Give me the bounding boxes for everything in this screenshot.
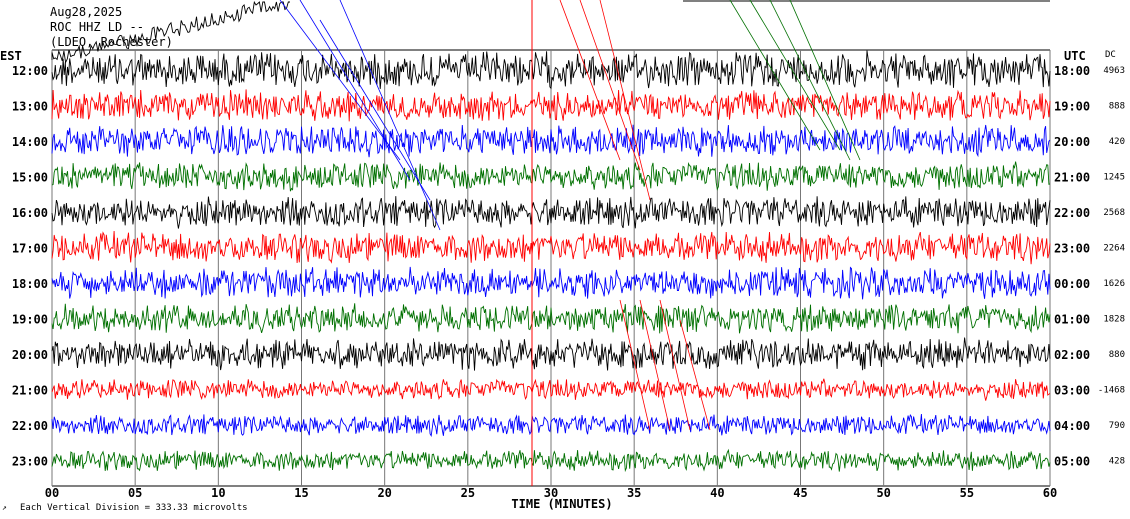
event-line-5 — [579, 0, 641, 171]
utc-hour-2300: 23:00 — [1054, 242, 1090, 256]
est-hour-1200: 12:00 — [12, 64, 48, 78]
est-label: EST — [0, 49, 22, 63]
event-line-13 — [659, 299, 691, 431]
trace-1400 — [51, 124, 1051, 158]
x-tick-20: 20 — [377, 486, 391, 500]
utc-hour-0000: 00:00 — [1054, 277, 1090, 291]
event-line-12 — [639, 299, 671, 431]
est-hour-labels: 12:00 13:00 14:00 15:00 16:00 17:00 18:00 19:00… — [12, 64, 48, 469]
est-hour-1900: 19:00 — [12, 313, 48, 327]
dc-value-5: 2264 — [1103, 244, 1125, 254]
trace-2200 — [51, 413, 1051, 438]
trace-2300 — [51, 448, 1051, 473]
header-location: (LDEO, Rochester) — [50, 35, 173, 49]
dc-value-3: 1245 — [1103, 173, 1125, 183]
x-axis-title: TIME (MINUTES) — [511, 497, 612, 511]
trace-drift — [51, 0, 290, 65]
utc-hour-2000: 20:00 — [1054, 135, 1090, 149]
est-hour-1700: 17:00 — [12, 242, 48, 256]
x-tick-40: 40 — [710, 486, 724, 500]
footer-note: Each Vertical Division = 333.33 microvol… — [20, 503, 248, 513]
event-line-8 — [749, 0, 841, 151]
dc-value-1: 888 — [1109, 102, 1125, 112]
trace-1500 — [51, 161, 1051, 192]
utc-hour-1800: 18:00 — [1054, 64, 1090, 78]
dc-value-10: 790 — [1109, 421, 1125, 431]
traces — [51, 0, 1051, 473]
scale-icon: ↗ — [2, 503, 7, 512]
trace-1800 — [51, 266, 1051, 300]
utc-hour-2100: 21:00 — [1054, 171, 1090, 185]
event-line-11 — [619, 299, 651, 431]
est-hour-1600: 16:00 — [12, 206, 48, 220]
event-line-2 — [319, 19, 431, 201]
x-tick-35: 35 — [627, 486, 641, 500]
trace-1600 — [51, 196, 1051, 229]
x-tick-10: 10 — [211, 486, 225, 500]
est-hour-2100: 21:00 — [12, 384, 48, 398]
trace-2000 — [51, 337, 1051, 371]
est-hour-2300: 23:00 — [12, 455, 48, 469]
dc-value-4: 2568 — [1103, 208, 1125, 218]
x-tick-00: 00 — [45, 486, 59, 500]
dc-offset-labels: 4963 888 420 1245 2568 2264 1626 1828 880 -1468 79… — [1098, 66, 1125, 467]
utc-hour-0200: 02:00 — [1054, 348, 1090, 362]
event-line-0 — [279, 0, 401, 161]
est-hour-1300: 13:00 — [12, 100, 48, 114]
trace-1300 — [51, 89, 1051, 122]
utc-hour-2200: 22:00 — [1054, 206, 1090, 220]
est-hour-1500: 15:00 — [12, 171, 48, 185]
est-hour-1800: 18:00 — [12, 277, 48, 291]
trace-1200 — [51, 50, 1051, 90]
event-line-7 — [729, 0, 821, 151]
dc-value-7: 1828 — [1103, 315, 1125, 325]
dc-label: DC — [1105, 50, 1116, 60]
utc-hour-0300: 03:00 — [1054, 384, 1090, 398]
est-hour-2200: 22:00 — [12, 419, 48, 433]
x-tick-60: 60 — [1043, 486, 1057, 500]
dc-value-11: 428 — [1109, 457, 1125, 467]
utc-hour-0100: 01:00 — [1054, 313, 1090, 327]
est-hour-2000: 20:00 — [12, 348, 48, 362]
event-line-3 — [339, 0, 441, 231]
trace-1700 — [51, 230, 1051, 265]
trace-2100 — [51, 378, 1051, 401]
event-line-14 — [679, 319, 711, 431]
utc-hour-1900: 19:00 — [1054, 100, 1090, 114]
utc-label: UTC — [1064, 49, 1086, 63]
x-tick-labels: 00 05 10 15 20 25 30 35 40 45 50 55 60 — [45, 486, 1057, 500]
x-tick-30: 30 — [544, 486, 558, 500]
dc-value-2: 420 — [1109, 137, 1125, 147]
event-line-9 — [769, 0, 851, 161]
utc-hour-0500: 05:00 — [1054, 455, 1090, 469]
x-tick-55: 55 — [960, 486, 974, 500]
est-hour-1400: 14:00 — [12, 135, 48, 149]
utc-hour-labels: 18:00 19:00 20:00 21:00 22:00 23:00 00:00 01:00… — [1054, 64, 1090, 469]
dc-value-0: 4963 — [1103, 66, 1125, 76]
dc-value-9: -1468 — [1098, 386, 1125, 396]
event-marks — [279, 0, 861, 486]
trace-1900 — [51, 303, 1051, 334]
dc-value-8: 880 — [1109, 350, 1125, 360]
x-tick-05: 05 — [128, 486, 142, 500]
header-date: Aug28,2025 — [50, 5, 122, 19]
event-line-1 — [299, 0, 411, 181]
x-tick-25: 25 — [461, 486, 475, 500]
event-line-6 — [599, 0, 651, 201]
dc-value-6: 1626 — [1103, 279, 1125, 289]
x-tick-15: 15 — [294, 486, 308, 500]
event-line-10 — [789, 0, 861, 161]
utc-hour-0400: 04:00 — [1054, 419, 1090, 433]
event-line-4 — [559, 0, 621, 161]
x-tick-50: 50 — [876, 486, 890, 500]
vertical-grid — [51, 50, 1051, 486]
x-tick-45: 45 — [793, 486, 807, 500]
header-station: ROC HHZ LD -- — [50, 20, 144, 34]
